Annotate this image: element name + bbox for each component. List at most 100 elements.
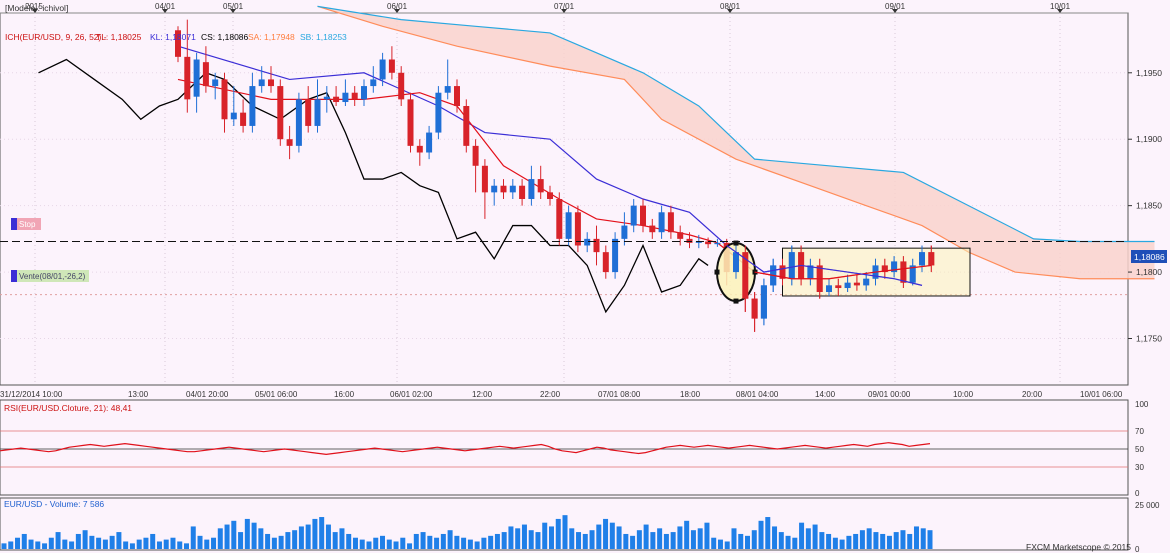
volume-bar xyxy=(792,537,798,549)
chikou-span-line xyxy=(38,58,709,314)
candle-body xyxy=(900,261,907,283)
volume-bar xyxy=(251,522,257,549)
top-axis-tick xyxy=(230,9,236,13)
top-axis-label: 07/01 xyxy=(554,2,575,11)
volume-bar xyxy=(684,520,690,549)
volume-bar xyxy=(55,532,61,549)
volume-bar xyxy=(231,520,237,549)
volume-bar xyxy=(129,543,135,549)
candle-body xyxy=(491,185,498,193)
candle-body xyxy=(714,242,721,245)
candle-body xyxy=(407,99,414,146)
candle-body xyxy=(863,278,870,286)
volume-axis-label: 0 xyxy=(1135,545,1140,553)
candle-body xyxy=(277,86,284,140)
top-axis-label: 04/01 xyxy=(155,2,176,11)
candle-body xyxy=(760,285,767,319)
candle-body xyxy=(584,238,591,246)
volume-bar xyxy=(636,530,642,549)
volume-bar xyxy=(454,535,460,549)
volume-bar xyxy=(643,524,649,549)
top-axis-tick xyxy=(162,9,168,13)
bottom-axis-label: 08/01 04:00 xyxy=(736,390,779,399)
volume-bar xyxy=(738,533,744,549)
volume-bar xyxy=(143,537,149,549)
volume-bar xyxy=(400,537,406,549)
volume-bar xyxy=(156,541,162,549)
candle-body xyxy=(891,261,898,273)
senkou-span-b-line xyxy=(317,5,1155,243)
volume-bar xyxy=(853,533,859,549)
volume-bar xyxy=(717,539,723,549)
volume-bar xyxy=(407,543,413,549)
candle-body xyxy=(444,86,451,93)
volume-bar xyxy=(440,533,446,549)
volume-bar xyxy=(136,539,142,549)
bottom-axis-label: 07/01 08:00 xyxy=(598,390,641,399)
volume-bar xyxy=(670,532,676,549)
volume-bar xyxy=(292,530,298,549)
volume-bar xyxy=(467,539,473,549)
candle-body xyxy=(416,145,423,153)
volume-bar xyxy=(745,535,751,549)
volume-bar xyxy=(697,528,703,549)
volume-bar xyxy=(298,526,304,549)
volume-bar xyxy=(183,543,189,549)
volume-bar xyxy=(751,530,757,549)
entry-order-tag[interactable] xyxy=(17,270,89,282)
candle-body xyxy=(435,92,442,133)
volume-bar xyxy=(89,535,95,549)
candle-body xyxy=(537,179,544,193)
volume-bar xyxy=(765,517,771,549)
candle-body xyxy=(193,59,200,97)
volume-bar xyxy=(846,535,852,549)
candle-body xyxy=(454,86,460,106)
volume-bar xyxy=(42,543,48,549)
candle-body xyxy=(519,185,526,199)
volume-bar xyxy=(772,526,778,549)
candle-body xyxy=(667,212,674,233)
candle-body xyxy=(686,238,693,243)
entry-order-marker[interactable] xyxy=(11,270,17,282)
volume-bar xyxy=(96,537,102,549)
volume-bar xyxy=(211,537,217,549)
current-price-label: 1,18086 xyxy=(1134,252,1165,262)
watermark: FXCM Marketscope © 2015 xyxy=(1026,542,1131,552)
rsi-axis-label: 70 xyxy=(1135,427,1144,436)
candle-body xyxy=(565,212,572,239)
volume-bar xyxy=(150,533,156,549)
volume-bar xyxy=(75,533,81,549)
volume-bar xyxy=(528,530,534,549)
ellipse-handle xyxy=(733,240,739,246)
volume-bar xyxy=(839,539,845,549)
volume-bar xyxy=(28,539,34,549)
volume-bar xyxy=(488,535,494,549)
volume-bar xyxy=(474,541,480,549)
volume-bar xyxy=(319,517,325,549)
stop-order-marker[interactable] xyxy=(11,218,17,230)
candle-body xyxy=(909,265,916,283)
volume-bar xyxy=(346,533,352,549)
volume-bar xyxy=(265,533,271,549)
volume-bar xyxy=(515,528,521,549)
stop-order-tag[interactable] xyxy=(17,218,41,230)
volume-bar xyxy=(785,535,791,549)
top-axis-label: 2015 xyxy=(25,2,43,11)
volume-bar xyxy=(920,528,926,549)
tenkan-sen-line xyxy=(754,264,932,280)
y-axis-label: 1,1900 xyxy=(1136,134,1162,144)
volume-bar xyxy=(325,524,331,549)
volume-bar xyxy=(305,524,311,549)
candle-body xyxy=(426,132,433,153)
volume-bar xyxy=(603,518,609,549)
candle-body xyxy=(807,265,814,279)
volume-bar xyxy=(69,541,75,549)
bottom-axis-label: 13:00 xyxy=(128,390,149,399)
volume-bar xyxy=(893,532,899,549)
bottom-axis-label: 20:00 xyxy=(1022,390,1043,399)
volume-bar xyxy=(224,524,230,549)
volume-bar xyxy=(623,533,629,549)
volume-bar xyxy=(596,524,602,549)
